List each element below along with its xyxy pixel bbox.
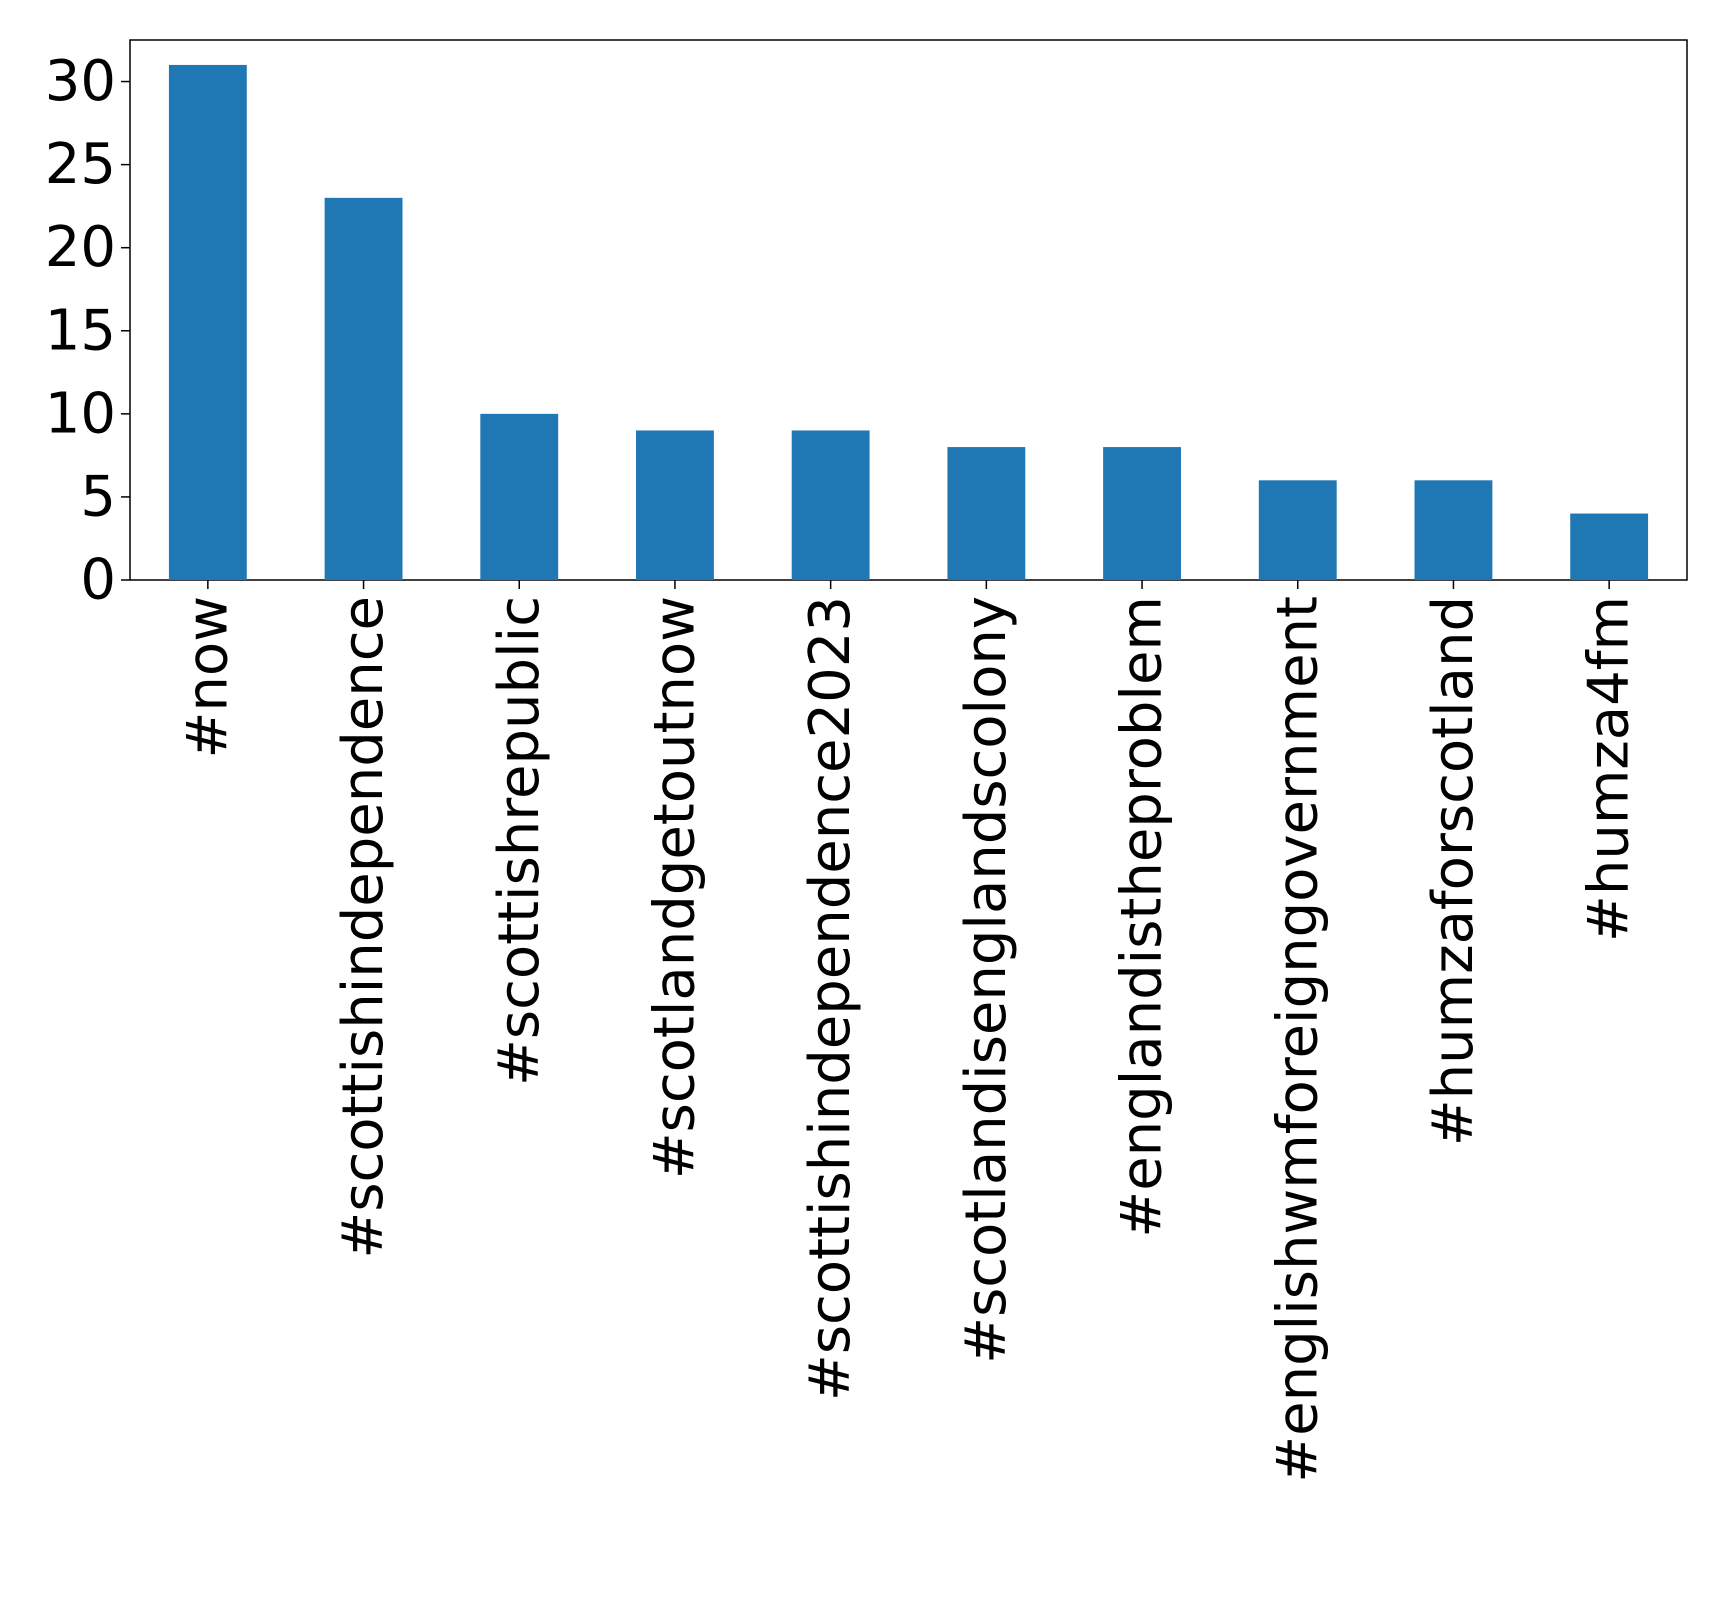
bar [1258,480,1337,580]
x-tick-label: #humzaforscotland [1421,596,1486,1146]
y-tick-label: 15 [45,298,116,363]
bar [168,64,247,580]
bar [947,447,1026,580]
y-tick-label: 20 [45,215,116,280]
x-axis: #now #scottishindependence #scottishrepubl… [175,580,1642,1483]
y-tick-label: 30 [45,49,116,114]
x-tick-label: #englishwmforeigngovernment [1265,596,1330,1483]
bar [1414,480,1493,580]
y-tick-label: 0 [80,548,116,613]
y-tick-label: 10 [45,381,116,446]
x-tick-label: #scottishindependence [331,596,396,1259]
y-tick-label: 25 [45,132,116,197]
y-tick-label: 5 [80,464,116,529]
bar [1570,513,1649,580]
bars-layer [168,64,1649,580]
bar [1103,447,1181,580]
x-tick-label: #englandistheproblem [1110,596,1175,1238]
bar [791,430,870,580]
bar [636,430,714,580]
y-axis: 0 5 10 15 20 25 30 [45,49,130,613]
x-tick-label: #now [175,596,240,758]
x-tick-label: #scottishrepublic [487,596,552,1086]
x-tick-label: #scotlandgetoutnow [642,596,707,1179]
bar [480,413,559,580]
x-tick-label: #scotlandisenglandscolony [954,596,1019,1364]
x-tick-label: #humza4fm [1577,596,1642,942]
x-tick-label: #scottishindependence2023 [798,596,863,1401]
bar [324,197,403,580]
